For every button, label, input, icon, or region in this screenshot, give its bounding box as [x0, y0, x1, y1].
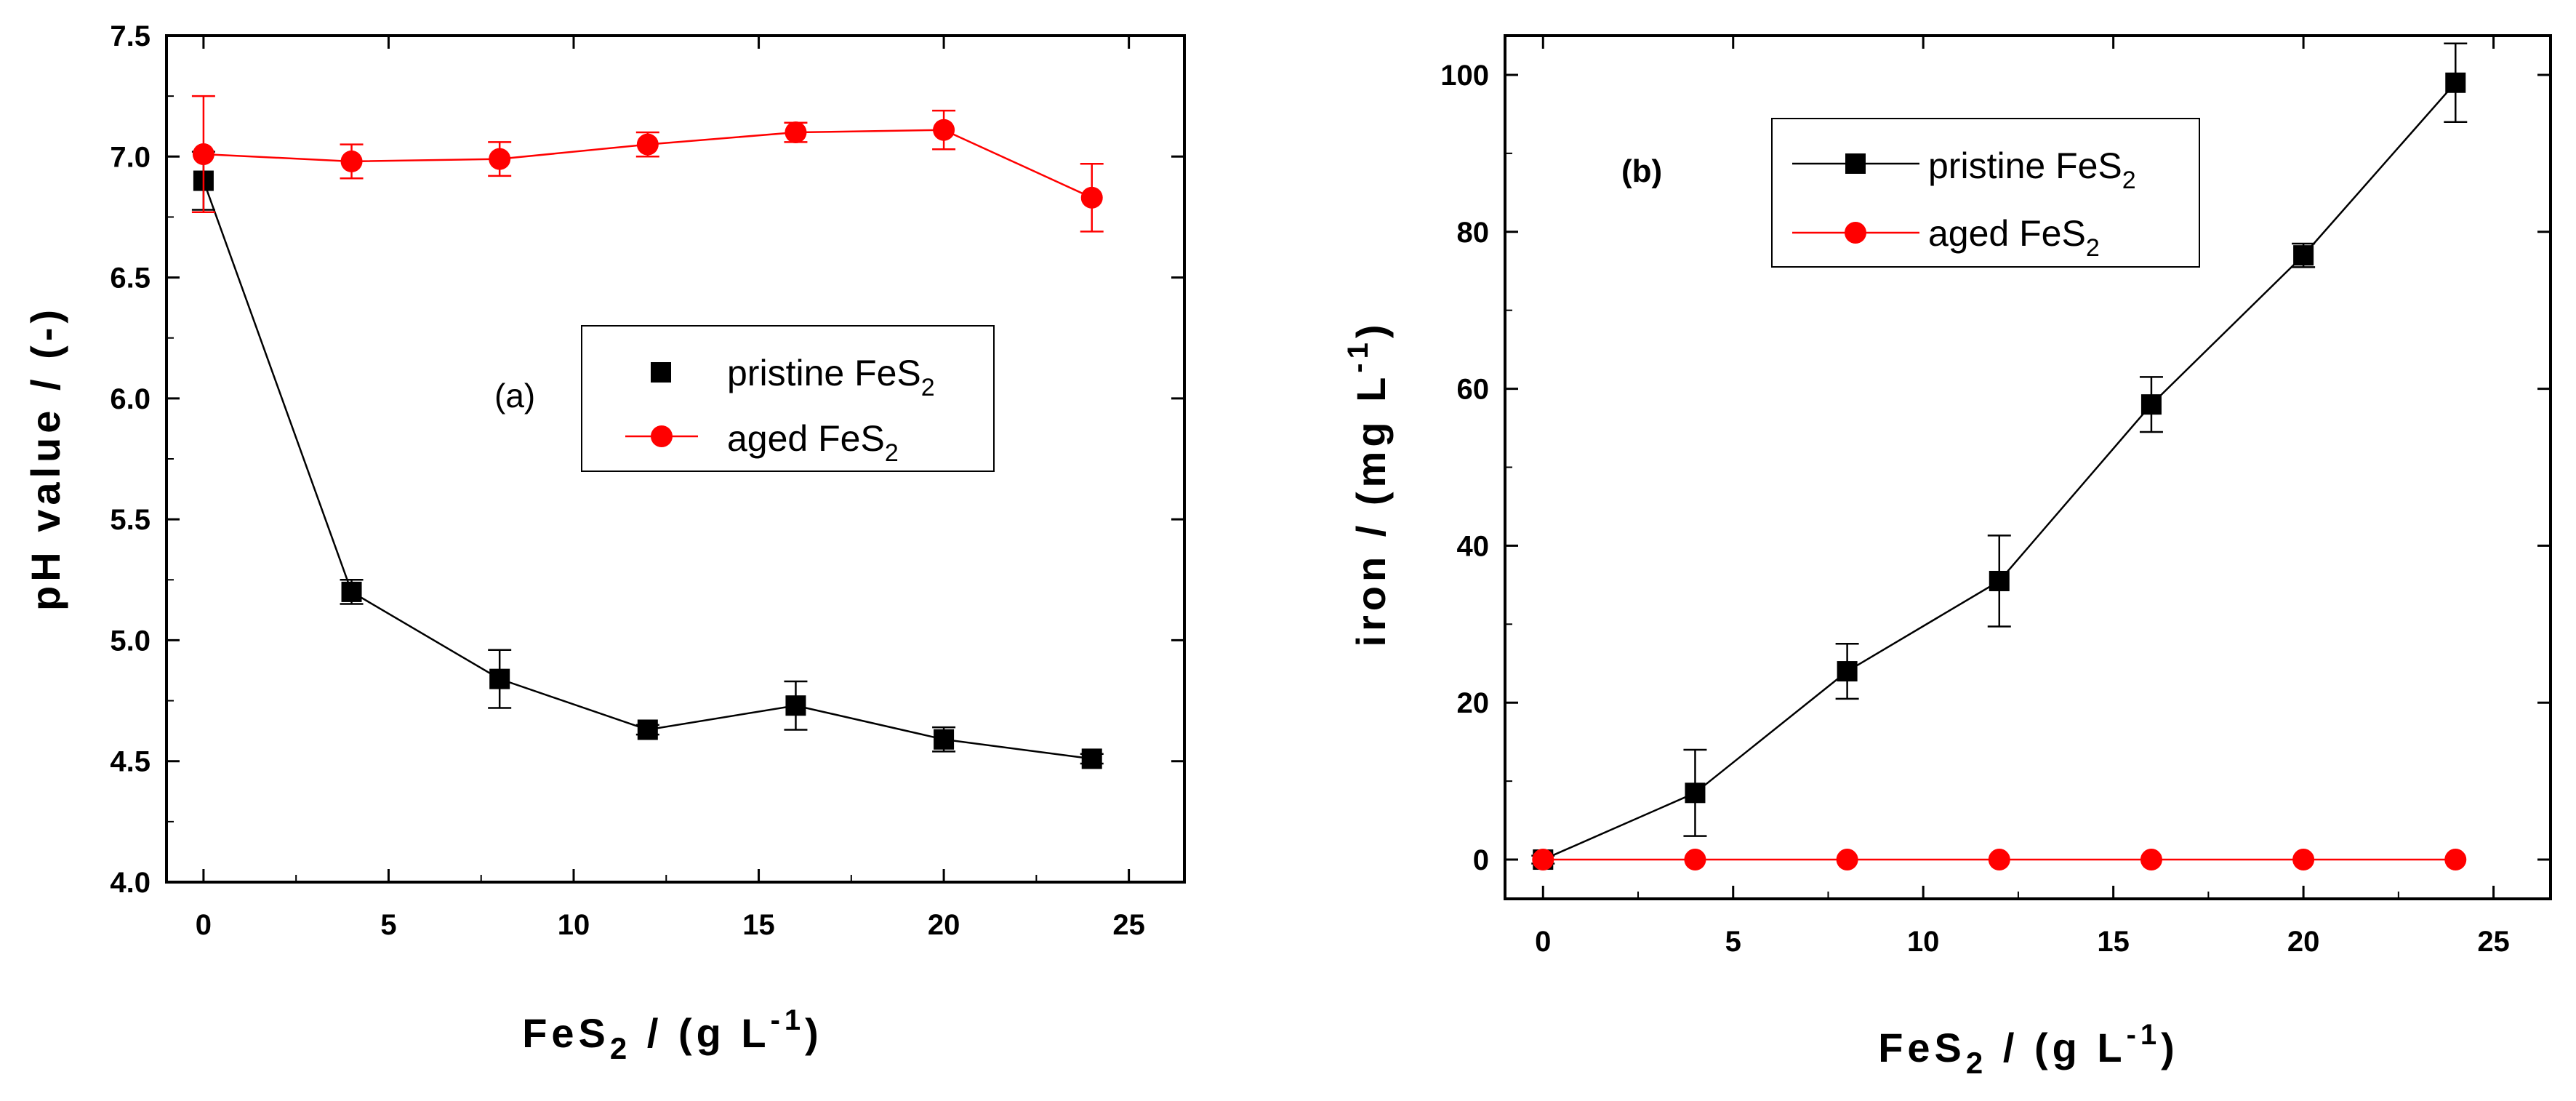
- panel-a-pristine-point: [489, 668, 510, 689]
- panel-a-x-tick-label: 25: [1112, 909, 1145, 941]
- panel-a-legend-pristine-label: pristine FeS2: [727, 353, 935, 401]
- panel-b-iron-chart: 0 5 10 15 20 25 0 20 40 60 80 100 (b) pristine FeS2…: [1342, 34, 2552, 1080]
- panel-b-y-title-end: ): [1348, 320, 1394, 338]
- panel-a-x-tick-label: 5: [380, 909, 396, 941]
- panel-b-legend-pristine-label: pristine FeS2: [1928, 145, 2136, 194]
- panel-b-label: (b): [1621, 153, 1662, 189]
- panel-b-pristine-point: [2445, 72, 2466, 93]
- panel-a-y-tick-label: 4.5: [110, 746, 151, 778]
- panel-b-legend-aged-sub: 2: [2086, 234, 2100, 262]
- panel-b-y-tick-label: 20: [1457, 687, 1490, 719]
- panel-b-x-tick-label: 5: [1725, 926, 1741, 958]
- panel-a-aged-point: [340, 150, 363, 172]
- panel-a-x-axis-title: FeS2 / (g L-1): [522, 1004, 823, 1065]
- panel-a-x-tick-label: 20: [928, 909, 960, 941]
- panel-b-pristine-point: [1989, 570, 2010, 591]
- panel-a-aged-point: [1080, 186, 1103, 209]
- panel-b-legend-pristine-sub: 2: [2122, 167, 2136, 194]
- panel-a-y-tick-label: 4.0: [110, 867, 151, 899]
- panel-a-pristine-point: [637, 719, 658, 740]
- panel-a-x-title-end: ): [805, 1010, 823, 1056]
- panel-b-pristine-point: [1685, 782, 1706, 804]
- panel-b-aged-point: [1988, 849, 2010, 871]
- panel-b-x-tick-label: 10: [1907, 926, 1940, 958]
- panel-b-pristine-point: [2140, 394, 2162, 415]
- panel-b-y-title-sup: -1: [1342, 338, 1374, 373]
- panel-b-x-tick-label: 20: [2287, 926, 2320, 958]
- panel-a-legend-pristine-marker: [651, 362, 671, 383]
- panel-a-legend-box: [581, 325, 995, 472]
- panel-a-aged-point: [785, 121, 807, 144]
- panel-a-legend-aged-label: aged FeS2: [727, 418, 899, 467]
- panel-b-aged-point: [1684, 849, 1706, 871]
- panel-b-legend-aged-marker: [1845, 222, 1866, 244]
- panel-a-label: (a): [494, 377, 535, 415]
- panel-a-pristine-point: [1081, 748, 1102, 769]
- panel-b-aged-point: [2444, 849, 2467, 871]
- panel-a-legend-pristine-sub: 2: [921, 374, 935, 401]
- panel-b-aged-point: [1532, 849, 1554, 871]
- panel-a-y-tick-label: 6.0: [110, 383, 151, 415]
- panel-b-legend-box: [1771, 118, 2200, 268]
- panel-a-legend-aged-sub: 2: [885, 439, 899, 467]
- panel-a-pristine-point: [934, 729, 955, 750]
- panel-b-aged-point: [2140, 849, 2162, 871]
- panel-a-y-tick-label: 7.5: [110, 20, 151, 52]
- panel-b-x-tick-label: 25: [2477, 926, 2510, 958]
- panel-b-aged-point: [1836, 849, 1858, 871]
- panel-b-y-tick-label: 40: [1457, 530, 1490, 562]
- panel-b-x-tick-label: 15: [2097, 926, 2130, 958]
- panel-b-y-tick-label: 80: [1457, 217, 1490, 249]
- panel-a-aged-point: [933, 119, 955, 141]
- panel-a-x-tick-label: 10: [558, 909, 590, 941]
- panel-a-y-tick-label: 5.0: [110, 625, 151, 657]
- panel-b-x-title-end: ): [2161, 1025, 2179, 1070]
- panel-a-x-tick-label: 0: [196, 909, 212, 941]
- panel-b-y-tick-label: 100: [1440, 60, 1489, 92]
- panel-b-aged-point: [2292, 849, 2315, 871]
- panel-a-aged-point: [489, 148, 511, 170]
- panel-b-x-axis-title: FeS2 / (g L-1): [1878, 1019, 2179, 1080]
- panel-b-legend-pristine-marker: [1845, 153, 1866, 174]
- panel-a-y-tick-label: 7.0: [110, 141, 151, 173]
- panel-a-y-axis-title: pH value / (-): [23, 305, 68, 611]
- panel-b-pristine-point: [2293, 245, 2314, 266]
- panel-a-y-tick-label: 5.5: [110, 504, 151, 536]
- panel-b-y-tick-label: 60: [1457, 374, 1490, 406]
- panel-a-y-tick-label: 6.5: [110, 263, 151, 295]
- panel-a-aged-point: [192, 143, 214, 165]
- panel-b-legend-aged-label: aged FeS2: [1928, 213, 2100, 262]
- panel-b-x-title-sub: 2: [1966, 1046, 1987, 1080]
- panel-a-pristine-point: [785, 695, 806, 716]
- panel-a-pristine-point: [341, 581, 362, 602]
- panel-a-x-tick-label: 15: [742, 909, 775, 941]
- panel-a-aged-point: [636, 133, 659, 156]
- panel-a-x-title-mid: / (g L: [631, 1010, 770, 1056]
- panel-a-legend-aged-marker: [651, 425, 673, 447]
- panel-b-x-title-sup: -1: [2127, 1019, 2162, 1051]
- panel-a-ph-chart: 0 5 10 15 20 25 4.0 4.5 5.0 5.5 6.0 6.5 7.0 7.5 (a) p…: [23, 20, 1186, 1065]
- panel-b-legend: pristine FeS2 aged FeS2: [1771, 118, 2200, 268]
- panel-b-y-axis-title: iron / (mg L-1): [1342, 320, 1394, 646]
- panel-a-legend: pristine FeS2 aged FeS2: [581, 325, 995, 472]
- panel-b-y-tick-label: 0: [1473, 844, 1489, 876]
- panel-a-x-title-sup: -1: [771, 1004, 806, 1036]
- panel-b-x-tick-label: 0: [1535, 926, 1551, 958]
- panel-b-pristine-point: [1837, 661, 1858, 682]
- panel-b-x-title-mid: / (g L: [1987, 1025, 2126, 1070]
- panel-a-x-title-sub: 2: [610, 1031, 631, 1065]
